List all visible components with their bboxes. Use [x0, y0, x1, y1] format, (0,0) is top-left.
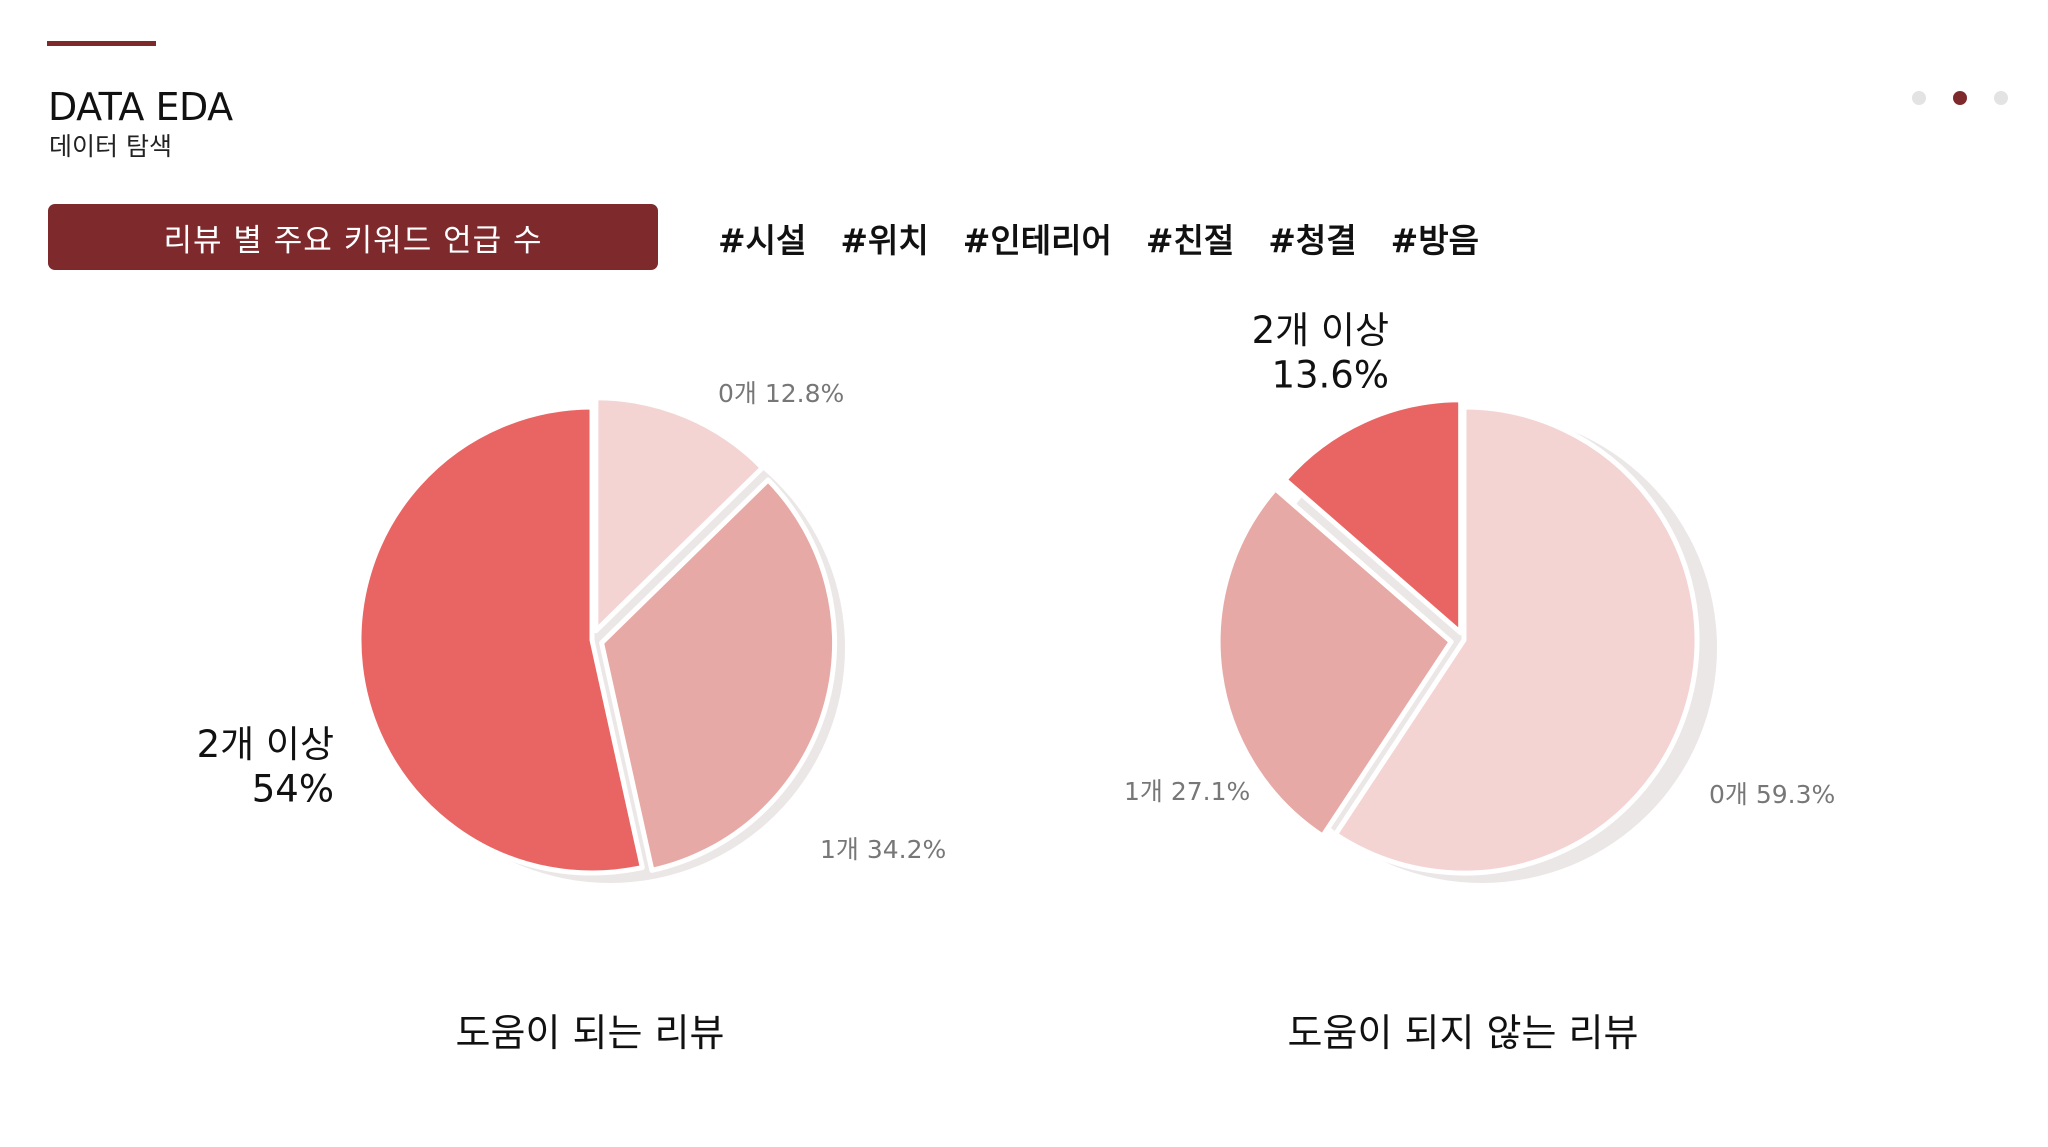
slide-pager	[1912, 91, 2008, 105]
pie-slice-1개	[1215, 486, 1454, 839]
accent-line	[47, 41, 156, 46]
pie-label-line: 13.6%	[1271, 353, 1389, 396]
pager-dot-1[interactable]	[1912, 91, 1926, 105]
pie-slice-2개-이상	[356, 404, 645, 876]
section-banner-label: 리뷰 별 주요 키워드 언급 수	[163, 222, 543, 259]
pager-dot-3[interactable]	[1994, 91, 2008, 105]
pie-label-1개: 1개 27.1%	[1124, 777, 1250, 806]
keyword-tag: #위치	[840, 221, 929, 260]
pie-label-line: 0개 12.8%	[718, 379, 844, 408]
pie-label-1개: 1개 34.2%	[820, 835, 946, 864]
pie-label-line: 0개 59.3%	[1709, 780, 1835, 809]
pie-chart-1: 0개 12.8% 1개 34.2% 2개 이상 54%	[197, 379, 946, 883]
pie-slice-0개	[593, 395, 765, 634]
section-banner: 리뷰 별 주요 키워드 언급 수	[48, 204, 658, 270]
pie-label-line: 2개 이상	[197, 723, 334, 766]
pie-slice-1개	[599, 477, 838, 873]
keyword-tag: #시설	[718, 221, 807, 260]
keyword-tag: #청결	[1268, 221, 1357, 260]
keyword-tag: #친절	[1145, 221, 1235, 260]
chart-caption-unhelpful: 도움이 되지 않는 리뷰	[1287, 1011, 1639, 1055]
pie-label-line: 2개 이상	[1252, 309, 1389, 352]
keyword-tag: #방음	[1390, 221, 1479, 260]
keyword-tag: #인테리어	[962, 221, 1112, 260]
keyword-tags: #시설 #위치 #인테리어 #친절 #청결 #방음	[718, 214, 1479, 262]
chart-caption-helpful: 도움이 되는 리뷰	[455, 1011, 725, 1055]
pie-label-line: 1개 27.1%	[1124, 777, 1250, 806]
pie-label-line: 1개 34.2%	[820, 835, 946, 864]
pie-slice-2개-이상	[1282, 397, 1464, 636]
pager-dot-2-active[interactable]	[1953, 91, 1967, 105]
pie-label-0개: 0개 59.3%	[1709, 780, 1835, 809]
pie-label-0개: 0개 12.8%	[718, 379, 844, 408]
pie-label-line: 54%	[252, 767, 334, 810]
pie-chart-2: 0개 59.3% 1개 27.1% 2개 이상 13.6%	[1124, 309, 1835, 883]
pie-label-2개-이상: 2개 이상 54%	[197, 723, 334, 810]
pie-slice-0개	[1332, 404, 1700, 876]
page-title: DATA EDA	[48, 85, 233, 129]
pie-label-2개-이상: 2개 이상 13.6%	[1252, 309, 1389, 396]
page-subtitle: 데이터 탐색	[49, 132, 172, 161]
